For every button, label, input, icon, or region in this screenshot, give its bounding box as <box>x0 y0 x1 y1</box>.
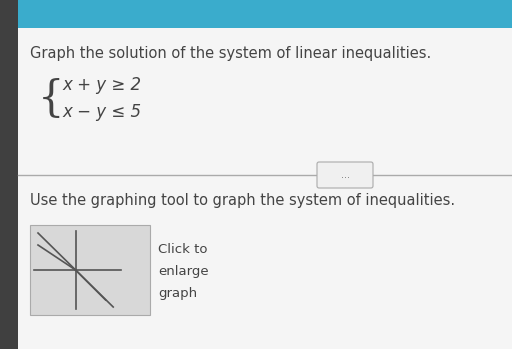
Bar <box>18 0 512 28</box>
Bar <box>0 0 18 349</box>
Text: Click to: Click to <box>158 243 207 256</box>
Text: graph: graph <box>158 287 197 300</box>
Text: {: { <box>38 78 65 120</box>
Text: enlarge: enlarge <box>158 265 208 278</box>
Text: x − y ≤ 5: x − y ≤ 5 <box>62 103 141 121</box>
FancyBboxPatch shape <box>317 162 373 188</box>
Text: ...: ... <box>340 170 350 180</box>
Bar <box>30 225 150 315</box>
Text: Graph the solution of the system of linear inequalities.: Graph the solution of the system of line… <box>30 46 431 61</box>
Text: x + y ≥ 2: x + y ≥ 2 <box>62 76 141 94</box>
Text: Use the graphing tool to graph the system of inequalities.: Use the graphing tool to graph the syste… <box>30 193 455 208</box>
